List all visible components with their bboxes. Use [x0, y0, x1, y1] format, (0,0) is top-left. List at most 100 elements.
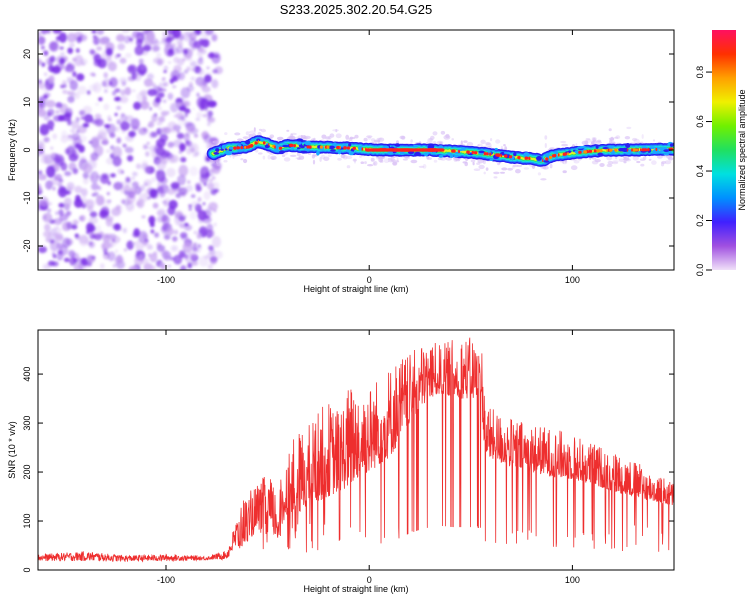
trace-peak — [632, 148, 635, 152]
noise-dot — [107, 61, 117, 72]
trace-peak — [489, 152, 492, 156]
trace-halo — [445, 157, 452, 161]
noise-dot — [102, 137, 109, 146]
trace-halo — [503, 144, 506, 147]
trace-halo — [466, 141, 474, 147]
trace-halo — [410, 159, 418, 164]
trace-blob — [513, 152, 517, 157]
x-tick-label: 100 — [565, 575, 580, 585]
trace-halo — [470, 159, 476, 163]
noise-dot — [190, 76, 195, 81]
noise-dot — [136, 34, 142, 40]
noise-dot — [170, 182, 180, 190]
trace-blob — [224, 148, 228, 151]
noise-dot — [170, 36, 175, 41]
noise-dot — [204, 30, 214, 36]
noise-dot — [61, 237, 71, 248]
trace-halo — [300, 134, 304, 139]
trace-blob — [625, 143, 631, 148]
trace-halo — [661, 160, 667, 165]
trace-peak — [542, 158, 544, 163]
noise-dot — [71, 120, 80, 129]
trace-halo — [585, 138, 591, 141]
trace-halo — [478, 164, 485, 170]
noise-dot — [48, 75, 55, 84]
trace-blob — [602, 147, 609, 150]
trace-peak — [545, 157, 549, 161]
noise-dot — [156, 187, 162, 193]
trace-halo — [636, 160, 641, 164]
noise-dot — [46, 208, 52, 214]
noise-dot — [67, 47, 73, 55]
noise-dot — [134, 104, 139, 109]
trace-halo — [303, 135, 311, 140]
noise-dot — [185, 125, 196, 134]
noise-dot — [138, 58, 144, 65]
trace-halo — [430, 135, 435, 140]
noise-dot — [161, 88, 167, 92]
trace-blob — [245, 139, 251, 145]
noise-dot — [160, 127, 169, 134]
noise-dot — [170, 245, 178, 252]
trace-blob — [256, 138, 261, 142]
noise-dot — [203, 191, 211, 200]
trace-blob — [316, 150, 320, 156]
trace-halo — [337, 157, 342, 161]
trace-halo — [477, 143, 483, 148]
noise-dot — [120, 199, 126, 204]
noise-dot — [79, 156, 87, 163]
noise-dot — [57, 228, 62, 232]
noise-dot — [45, 236, 52, 243]
noise-dot — [103, 103, 110, 111]
trace-halo — [372, 162, 376, 166]
noise-dot — [181, 157, 186, 163]
noise-dot — [196, 233, 202, 240]
noise-dot — [38, 153, 41, 157]
trace-halo — [242, 136, 249, 140]
noise-dot — [112, 146, 123, 159]
trace-halo — [623, 160, 627, 164]
noise-dot — [91, 193, 95, 197]
trace-blob — [228, 146, 235, 150]
trace-halo — [573, 160, 580, 164]
trace-halo — [472, 161, 475, 166]
trace-peak — [485, 152, 489, 156]
trace-halo — [395, 160, 400, 163]
trace-halo — [607, 160, 614, 165]
trace-halo — [288, 135, 292, 139]
trace-halo — [462, 161, 468, 164]
trace-halo — [432, 131, 438, 136]
noise-dot — [51, 152, 58, 158]
noise-dot — [104, 89, 108, 93]
trace-blob — [278, 144, 283, 148]
trace-halo — [591, 137, 597, 142]
trace-halo — [594, 159, 601, 163]
trace-peak — [557, 153, 560, 157]
trace-peak — [262, 141, 266, 145]
noise-dot — [43, 50, 49, 56]
trace-peak — [244, 145, 247, 149]
trace-peak — [290, 143, 293, 147]
trace-peak — [254, 141, 258, 145]
trace-halo — [511, 165, 515, 169]
noise-dot — [160, 110, 168, 117]
trace-blob — [597, 152, 604, 157]
noise-dot — [158, 92, 165, 98]
noise-dot — [43, 136, 50, 143]
noise-dot — [102, 233, 111, 244]
noise-dot — [146, 73, 154, 80]
noise-dot — [197, 68, 205, 76]
trace-blob — [577, 146, 584, 149]
noise-dot — [80, 188, 88, 197]
noise-dot — [89, 232, 95, 240]
trace-blob — [328, 145, 336, 150]
noise-dot — [69, 257, 77, 266]
trace-blob — [536, 156, 542, 161]
noise-dot — [77, 135, 88, 143]
noise-dot — [186, 66, 191, 72]
trace-halo — [320, 154, 326, 160]
noise-dot — [98, 97, 103, 102]
noise-dot — [117, 168, 123, 175]
trace-halo — [258, 152, 263, 155]
noise-dot — [88, 216, 99, 225]
